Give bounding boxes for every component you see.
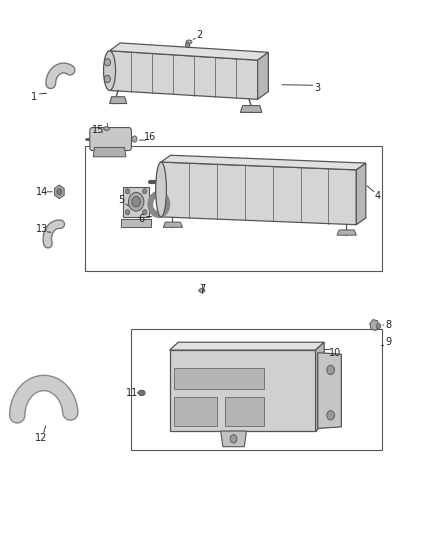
Polygon shape (316, 342, 324, 431)
Ellipse shape (103, 51, 116, 91)
Bar (131, 329, 382, 450)
Circle shape (132, 197, 141, 207)
Circle shape (125, 209, 130, 215)
Text: 15: 15 (92, 125, 104, 135)
Circle shape (143, 189, 147, 194)
Bar (85, 147, 382, 271)
Polygon shape (170, 350, 316, 431)
Circle shape (132, 136, 137, 142)
Polygon shape (221, 431, 247, 447)
Circle shape (104, 59, 110, 66)
Bar (174, 368, 264, 389)
Circle shape (125, 189, 130, 194)
Polygon shape (161, 155, 366, 170)
Text: 1: 1 (32, 92, 38, 102)
Polygon shape (170, 342, 324, 350)
Text: 4: 4 (375, 191, 381, 201)
Text: 2: 2 (197, 29, 203, 39)
Polygon shape (357, 163, 366, 225)
Circle shape (327, 410, 335, 420)
Polygon shape (110, 97, 127, 103)
Ellipse shape (186, 40, 192, 44)
Circle shape (104, 75, 110, 83)
Ellipse shape (155, 162, 166, 217)
Polygon shape (123, 187, 149, 217)
Polygon shape (93, 148, 126, 157)
Circle shape (186, 43, 190, 47)
Bar (174, 397, 217, 426)
Text: 16: 16 (144, 133, 156, 142)
Polygon shape (110, 43, 268, 60)
Circle shape (327, 365, 335, 375)
Text: 9: 9 (385, 337, 392, 347)
Polygon shape (121, 220, 151, 228)
Circle shape (230, 435, 237, 443)
Bar (226, 397, 264, 426)
Circle shape (57, 189, 62, 195)
Text: 11: 11 (126, 388, 138, 398)
Polygon shape (163, 222, 183, 228)
Circle shape (143, 209, 147, 215)
FancyBboxPatch shape (90, 127, 131, 150)
Text: 6: 6 (139, 214, 145, 224)
Polygon shape (110, 51, 258, 99)
Text: 10: 10 (329, 348, 341, 358)
Ellipse shape (104, 127, 110, 131)
Ellipse shape (199, 289, 205, 293)
Polygon shape (258, 52, 268, 99)
Polygon shape (161, 162, 357, 225)
Circle shape (140, 390, 144, 395)
Circle shape (377, 324, 381, 329)
Text: 3: 3 (314, 83, 321, 93)
Polygon shape (318, 353, 341, 429)
Text: 14: 14 (36, 187, 48, 197)
Polygon shape (337, 230, 357, 235)
Circle shape (128, 192, 144, 211)
Text: 13: 13 (36, 224, 48, 234)
Text: 5: 5 (118, 195, 124, 205)
Text: 8: 8 (385, 320, 392, 330)
Text: 7: 7 (200, 285, 206, 295)
Text: 12: 12 (35, 433, 47, 443)
Polygon shape (240, 106, 262, 112)
Ellipse shape (138, 390, 145, 395)
